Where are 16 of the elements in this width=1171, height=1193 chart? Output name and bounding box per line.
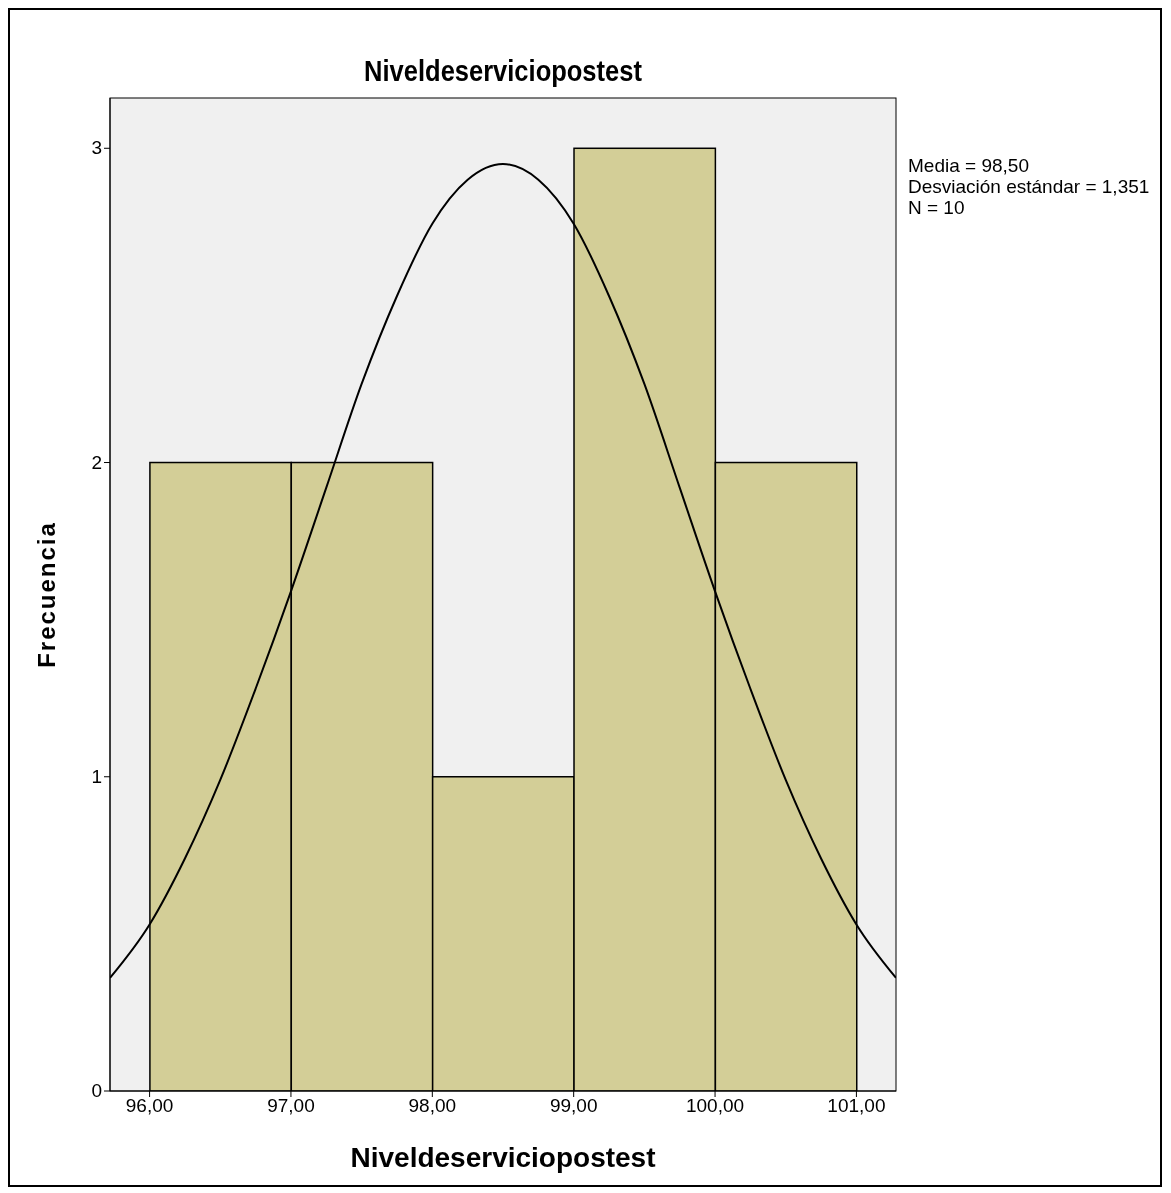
x-tick-label: 101,00 [827, 1095, 886, 1117]
y-tick-label: 2 [91, 451, 102, 473]
y-axis-title: Frecuencia [32, 521, 60, 668]
chart-title: Niveldeserviciopostest [363, 54, 643, 88]
x-tick-label: 97,00 [267, 1095, 315, 1117]
y-tick-label: 0 [91, 1080, 102, 1101]
x-axis-title: Niveldeserviciopostest [350, 1142, 656, 1173]
x-tick-label: 100,00 [685, 1095, 745, 1117]
text: N = 10 [908, 197, 966, 218]
x-tick-label: 98,00 [408, 1095, 457, 1117]
text: Media = 98,50 [908, 155, 1030, 176]
text: Desviación estándar = 1,351 [908, 176, 1150, 197]
x-tick-label: 96,00 [125, 1095, 174, 1117]
y-tick-label: 3 [91, 137, 102, 159]
x-tick-label: 99,00 [549, 1095, 598, 1117]
y-tick-label: 1 [91, 765, 102, 787]
